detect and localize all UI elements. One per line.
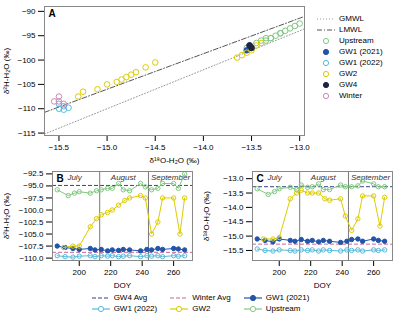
svg-text:−13.0: −13.0 [223, 174, 244, 183]
html-text:LMWL: LMWL [339, 25, 363, 34]
svg-text:−15.5: −15.5 [49, 143, 70, 152]
svg-text:−13.0: −13.0 [290, 143, 311, 152]
svg-text:200: 200 [73, 268, 87, 277]
svg-text:−95: −95 [22, 31, 36, 40]
html-text:GW1 (2022): GW1 (2022) [339, 58, 383, 67]
svg-text:260: 260 [367, 268, 381, 277]
svg-text:−97.5: −97.5 [23, 194, 44, 203]
svg-text:220: 220 [104, 268, 118, 277]
svg-text:δ²H-H₂O (‰): δ²H-H₂O (‰) [2, 193, 11, 240]
svg-text:August: August [110, 173, 137, 182]
svg-text:260: 260 [167, 268, 181, 277]
svg-text:−105: −105 [17, 80, 36, 89]
html-text:Winter Avg: Winter Avg [192, 293, 231, 302]
svg-text:−90: −90 [22, 7, 36, 16]
svg-text:−115: −115 [18, 129, 36, 138]
svg-text:−14.5: −14.5 [223, 217, 244, 226]
svg-text:−102.5: −102.5 [19, 218, 44, 227]
svg-text:−15.5: −15.5 [223, 246, 244, 255]
svg-text:−110.0: −110.0 [19, 254, 44, 263]
svg-text:δ¹⁸O-H₂O (‰): δ¹⁸O-H₂O (‰) [149, 156, 199, 165]
svg-text:−14.0: −14.0 [193, 143, 214, 152]
html-text:GW4: GW4 [339, 80, 358, 89]
svg-text:220: 220 [304, 268, 318, 277]
svg-text:−15.0: −15.0 [223, 232, 244, 241]
html-text:GMWL: GMWL [339, 14, 364, 23]
svg-text:August: August [310, 173, 337, 182]
svg-text:−92.5: −92.5 [23, 169, 44, 178]
html-text:GW2: GW2 [339, 69, 358, 78]
html-text:GW4 Avg: GW4 Avg [113, 293, 148, 302]
html-text:GW2: GW2 [192, 304, 211, 313]
svg-text:−107.5: −107.5 [19, 242, 44, 251]
svg-text:−13.5: −13.5 [241, 143, 262, 152]
svg-text:−110: −110 [18, 104, 36, 113]
svg-text:δ²H-H₂O (‰): δ²H-H₂O (‰) [2, 48, 11, 95]
svg-text:−100: −100 [17, 56, 36, 65]
svg-text:DOY: DOY [314, 281, 332, 290]
svg-text:240: 240 [135, 268, 149, 277]
html-text:GW1 (2021): GW1 (2021) [339, 47, 383, 56]
svg-text:DOY: DOY [114, 281, 132, 290]
svg-text:September: September [150, 173, 190, 183]
html-text:Upstream: Upstream [265, 304, 301, 313]
svg-text:A: A [49, 8, 56, 19]
html-text:Winter: Winter [339, 91, 363, 100]
html-text:GW1 (2022): GW1 (2022) [113, 304, 158, 313]
svg-text:September: September [351, 173, 390, 182]
svg-text:240: 240 [335, 268, 349, 277]
html-text:GW1 (2021): GW1 (2021) [265, 293, 310, 302]
svg-text:July: July [66, 173, 82, 182]
svg-text:−13.5: −13.5 [223, 189, 244, 198]
svg-text:−95.0: −95.0 [23, 181, 44, 190]
svg-text:July: July [266, 173, 282, 182]
html-text:Upstream: Upstream [339, 36, 374, 45]
svg-text:−15.0: −15.0 [97, 143, 118, 152]
svg-text:−14.0: −14.0 [223, 203, 244, 212]
svg-text:C: C [257, 173, 264, 184]
svg-text:δ¹⁸O-H₂O (‰): δ¹⁸O-H₂O (‰) [202, 191, 211, 241]
svg-text:B: B [57, 173, 64, 184]
svg-text:−100.0: −100.0 [19, 206, 44, 215]
svg-text:−105.0: −105.0 [19, 230, 44, 239]
svg-text:200: 200 [273, 268, 287, 277]
svg-text:−14.5: −14.5 [145, 143, 166, 152]
